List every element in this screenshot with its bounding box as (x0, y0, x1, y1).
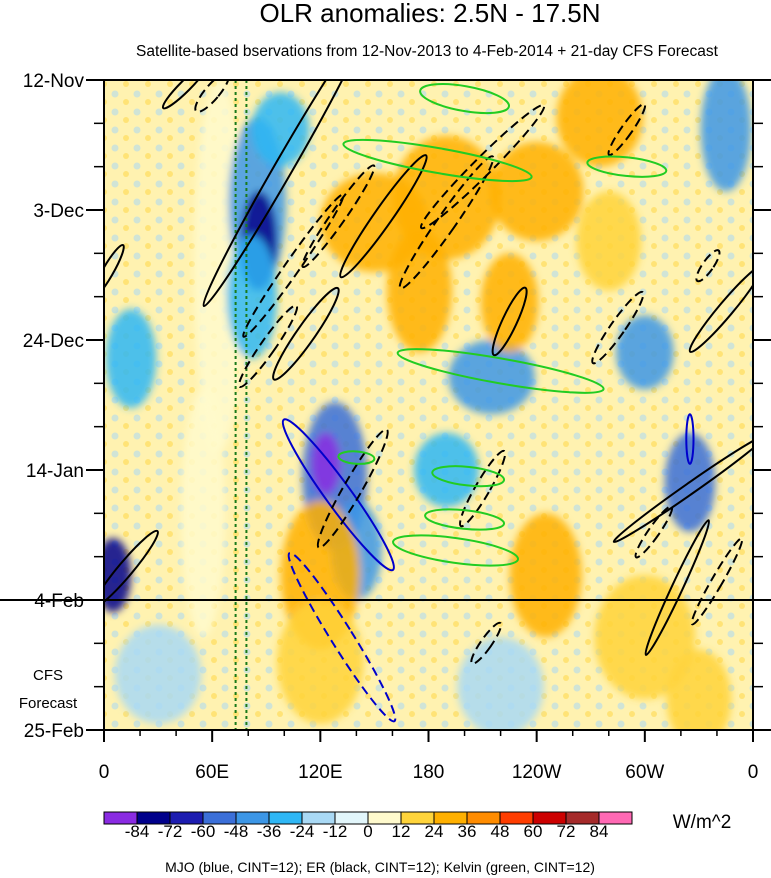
anomaly-patch (576, 191, 642, 291)
mjo-contour (281, 418, 395, 572)
er-contour (242, 193, 345, 338)
anomaly-patch (700, 80, 752, 192)
anomaly-field (104, 80, 752, 730)
er-contour (238, 304, 299, 388)
colorbar-label: 84 (590, 822, 609, 841)
anomaly-patch (277, 600, 364, 724)
y-tick-label: 12-Nov (23, 71, 85, 92)
colorbar-label: -60 (191, 822, 216, 841)
colorbar-label: 48 (491, 822, 510, 841)
er-contour (339, 154, 428, 279)
er-contour (690, 537, 744, 626)
er-contour (695, 249, 721, 283)
er-contour (272, 286, 340, 381)
colorbar: -84 -72 -60 -48 -36 -24 -12 0 12 24 36 48 60 72 84 (103, 811, 633, 841)
kelvin-contour (419, 83, 510, 115)
er-contour (634, 505, 674, 559)
x-tick-label: 60W (625, 762, 664, 783)
x-tick-label: 120W (512, 762, 562, 783)
forecast-label-line2: Forecast (19, 695, 78, 712)
plot-area (104, 80, 753, 730)
mjo-contour (685, 413, 695, 465)
y-tick-label: 24-Dec (23, 331, 84, 352)
colorbar-label: -72 (158, 822, 183, 841)
y-tick-label: 25-Feb (24, 721, 84, 742)
colorbar-label: -24 (290, 822, 315, 841)
forecast-label-line1: CFS (33, 667, 63, 684)
anomaly-patch (114, 624, 202, 724)
x-tick-label: 0 (748, 762, 759, 783)
colorbar-label: 24 (425, 822, 444, 841)
anomaly-patch (509, 513, 582, 638)
y-tick-label: 4-Feb (34, 591, 84, 612)
x-axis: 0 60E 120E 180 120W 60W 0 (99, 730, 759, 783)
x-tick-label: 120E (298, 762, 342, 783)
er-contour (104, 243, 125, 300)
kelvin-contour (586, 155, 668, 178)
colorbar-label: 36 (458, 822, 477, 841)
anomaly-patch (666, 649, 732, 730)
er-contour (194, 80, 231, 113)
x-tick-label: 0 (99, 762, 110, 783)
colorbar-swatch (598, 811, 633, 825)
reference-lines (234, 80, 248, 730)
er-contour (419, 104, 546, 230)
er-contour (202, 80, 367, 308)
er-contour (104, 529, 159, 609)
anomaly-patch (181, 389, 225, 638)
kelvin-contour (337, 450, 376, 465)
anomaly-patch (226, 234, 278, 359)
chart-subtitle: Satellite-based bservations from 12-Nov-… (136, 43, 719, 60)
x-tick-label: 60E (195, 762, 229, 783)
kelvin-contour (431, 465, 506, 488)
er-contour (591, 290, 645, 365)
anomaly-patch (480, 253, 539, 353)
colorbar-label: 12 (392, 822, 411, 841)
colorbar-label: 0 (363, 822, 372, 841)
er-contour (161, 80, 209, 110)
x-tick-label: 180 (413, 762, 445, 783)
anomaly-patch (251, 92, 310, 167)
colorbar-label: -84 (125, 822, 150, 841)
contour-legend-footer: MJO (blue, CINT=12); ER (black, CINT=12)… (165, 859, 595, 875)
colorbar-label: 60 (524, 822, 543, 841)
colorbar-unit: W/m^2 (673, 812, 732, 833)
anomaly-patch (392, 135, 501, 260)
y-tick-label: 3-Dec (33, 201, 84, 222)
er-contour (398, 155, 495, 290)
colorbar-label: -48 (224, 822, 249, 841)
anomaly-patch (448, 340, 535, 415)
kelvin-contour (392, 534, 520, 567)
anomaly-patch (414, 432, 479, 508)
colorbar-label: -36 (257, 822, 282, 841)
anomaly-patch (615, 315, 674, 390)
er-contour (612, 434, 753, 544)
mjo-contour (287, 551, 397, 723)
er-contour (470, 621, 503, 665)
anomaly-patch (594, 575, 696, 700)
anomaly-patch (457, 637, 544, 730)
y-axis: 12-Nov 3-Dec 24-Dec 14-Jan 4-Feb 25-Feb (23, 71, 771, 742)
anomaly-patch (105, 309, 157, 409)
chart-title: OLR anomalies: 2.5N - 17.5N (259, 0, 600, 28)
kelvin-contour (424, 508, 506, 531)
er-contour (491, 286, 528, 357)
colorbar-label: 72 (557, 822, 576, 841)
kelvin-contour (396, 348, 605, 394)
y-tick-label: 14-Jan (26, 461, 84, 482)
anomaly-patch (387, 228, 452, 353)
er-contour (688, 265, 753, 353)
anomaly-patch (104, 538, 132, 613)
kelvin-contour (342, 138, 533, 183)
wave-contours (104, 80, 753, 723)
er-contour (301, 164, 376, 269)
er-contour (644, 519, 711, 656)
colorbar-label: -12 (323, 822, 348, 841)
er-contour (607, 102, 647, 157)
